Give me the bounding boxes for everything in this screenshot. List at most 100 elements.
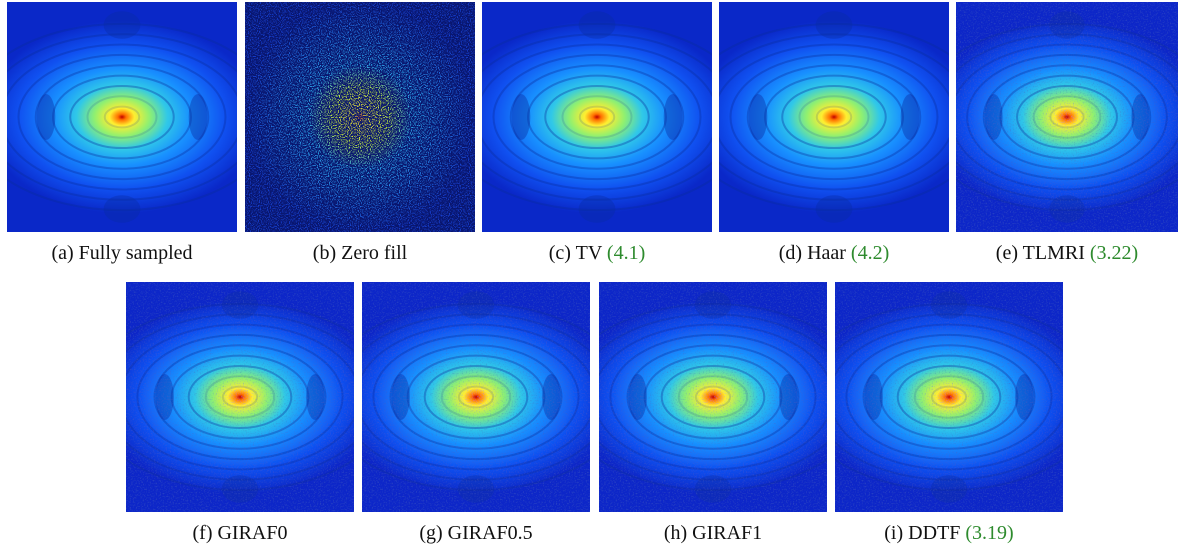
ring [746, 64, 922, 170]
top-lobe [930, 291, 968, 319]
ring [482, 43, 712, 191]
side-lobe [1131, 94, 1150, 140]
spectrum-fill [719, 2, 949, 232]
spectrum-fill [7, 2, 237, 232]
ring [845, 333, 1053, 461]
panel [126, 282, 354, 512]
panel [362, 282, 590, 512]
ring [482, 33, 712, 201]
ring [1049, 105, 1085, 129]
spectrum [362, 282, 590, 512]
ring [815, 105, 853, 129]
caption-text: Haar [807, 242, 846, 264]
caption-text: Fully sampled [78, 242, 193, 264]
caption-text: TLMRI [1022, 242, 1085, 264]
spectrum [7, 2, 237, 232]
label: (h) [663, 522, 688, 544]
ref: (4.1) [606, 242, 646, 264]
caption: (a) Fully sampled [51, 242, 192, 265]
ring [896, 364, 1002, 430]
ring [578, 105, 616, 129]
ring [966, 53, 1168, 181]
ring [126, 323, 354, 471]
top-lobe [457, 291, 495, 319]
side-lobe [984, 94, 1003, 140]
top-lobe [103, 11, 141, 39]
top-lobe [694, 475, 732, 503]
ring [798, 95, 870, 139]
ring [187, 364, 293, 430]
side-lobe [628, 374, 647, 420]
ring [764, 74, 904, 160]
caption: (f) GIRAF0 [193, 522, 288, 545]
ring [69, 84, 175, 150]
ring [729, 53, 939, 181]
top-lobe [221, 475, 259, 503]
ring [423, 364, 529, 430]
ring [719, 43, 949, 191]
spectrum [835, 282, 1063, 512]
kspace-image [245, 2, 475, 232]
ring [1032, 95, 1102, 139]
panel [7, 2, 237, 232]
ring [509, 64, 685, 170]
spectrum [482, 2, 712, 232]
label: (c) [548, 242, 571, 264]
kspace-image [482, 2, 712, 232]
ring [1016, 84, 1118, 150]
caption: (i) DDTF (3.19) [884, 522, 1013, 545]
ring [103, 105, 141, 129]
ring [862, 344, 1036, 450]
caption: (d) Haar (4.2) [779, 242, 890, 265]
top-lobe [1049, 11, 1085, 39]
side-lobe [155, 374, 174, 420]
panel [956, 2, 1178, 232]
side-lobe [748, 94, 768, 140]
ref: (3.22) [1089, 242, 1139, 264]
label: (i) [884, 522, 904, 544]
kspace-image [362, 282, 590, 512]
spectrum-fill [482, 2, 712, 232]
ring [34, 64, 210, 170]
side-lobe [864, 374, 883, 420]
ring [982, 64, 1152, 170]
top-lobe [1049, 195, 1085, 223]
label: (g) [419, 522, 443, 544]
ring [835, 323, 1063, 471]
ring [372, 333, 580, 461]
caption-text: GIRAF0.5 [447, 522, 533, 544]
side-lobe [542, 374, 561, 420]
ring [52, 74, 192, 160]
ring [561, 95, 633, 139]
ring [677, 375, 749, 419]
label: (d) [778, 242, 803, 264]
top-lobe [694, 291, 732, 319]
label: (b) [312, 242, 337, 264]
ring [527, 74, 667, 160]
label: (a) [51, 242, 74, 264]
ring [599, 323, 827, 471]
kspace-image [835, 282, 1063, 512]
top-lobe [103, 195, 141, 223]
caption: (e) TLMRI (3.22) [996, 242, 1138, 265]
ring [7, 33, 237, 201]
side-lobe [900, 94, 920, 140]
top-lobe [930, 475, 968, 503]
kspace-image [7, 2, 237, 232]
ring [153, 344, 327, 450]
spectrum [599, 282, 827, 512]
ring [956, 43, 1178, 191]
caption: (b) Zero fill [313, 242, 407, 265]
kspace-image [719, 2, 949, 232]
ring [913, 375, 985, 419]
ring [694, 385, 732, 409]
caption: (h) GIRAF1 [664, 522, 762, 545]
top-lobe [578, 11, 616, 39]
ring [930, 385, 968, 409]
ring [457, 385, 495, 409]
ring [440, 375, 512, 419]
top-lobe [457, 475, 495, 503]
caption-text: GIRAF0 [217, 522, 288, 544]
panel [245, 2, 475, 232]
